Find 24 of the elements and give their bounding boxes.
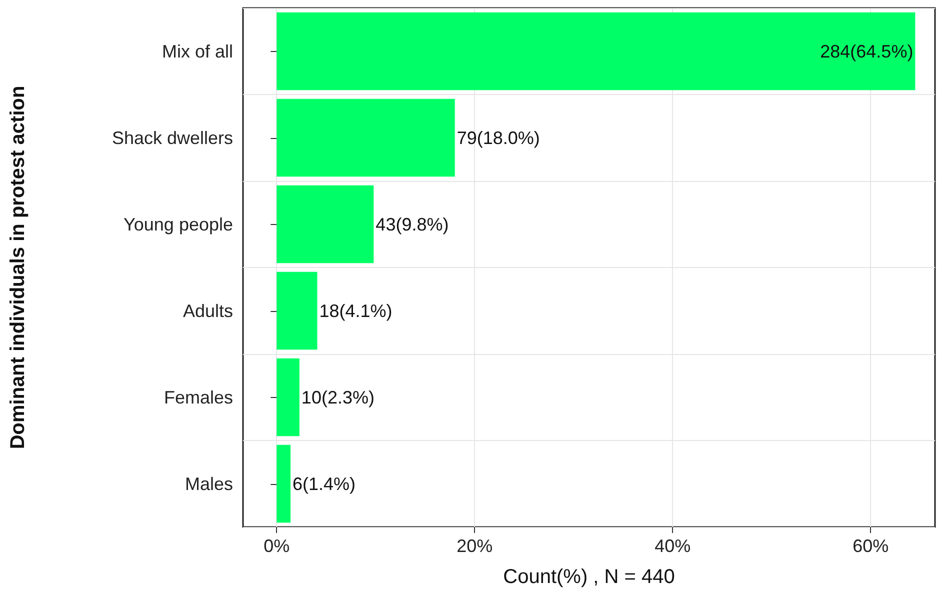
y-tick-label: Shack dwellers (112, 128, 233, 148)
y-tick-label: Mix of all (162, 41, 233, 62)
bar (276, 12, 916, 90)
data-label: 79(18.0%) (456, 128, 540, 148)
y-tick-label: Young people (124, 214, 233, 234)
bar (276, 98, 455, 177)
bar (276, 185, 374, 264)
x-tick-label: 60% (852, 536, 889, 556)
data-label: 18(4.1%) (319, 300, 392, 321)
data-label: 43(9.8%) (376, 214, 449, 234)
bar (276, 358, 300, 436)
x-tick-label: 20% (456, 536, 493, 556)
y-tick-label: Adults (182, 300, 233, 321)
y-tick-label: Males (184, 474, 233, 494)
data-label: 6(1.4%) (292, 474, 356, 494)
data-label: 284(64.5%) (820, 41, 914, 62)
y-axis-title: Dominant individuals in protest action (7, 86, 29, 450)
x-tick-label: 0% (264, 536, 290, 556)
data-label: 10(2.3%) (301, 387, 374, 408)
bar (276, 444, 291, 523)
y-tick-label: Females (164, 387, 233, 408)
x-tick-label: 40% (654, 536, 691, 556)
x-axis-title: Count(%) , N = 440 (503, 566, 675, 588)
bar (276, 272, 318, 350)
